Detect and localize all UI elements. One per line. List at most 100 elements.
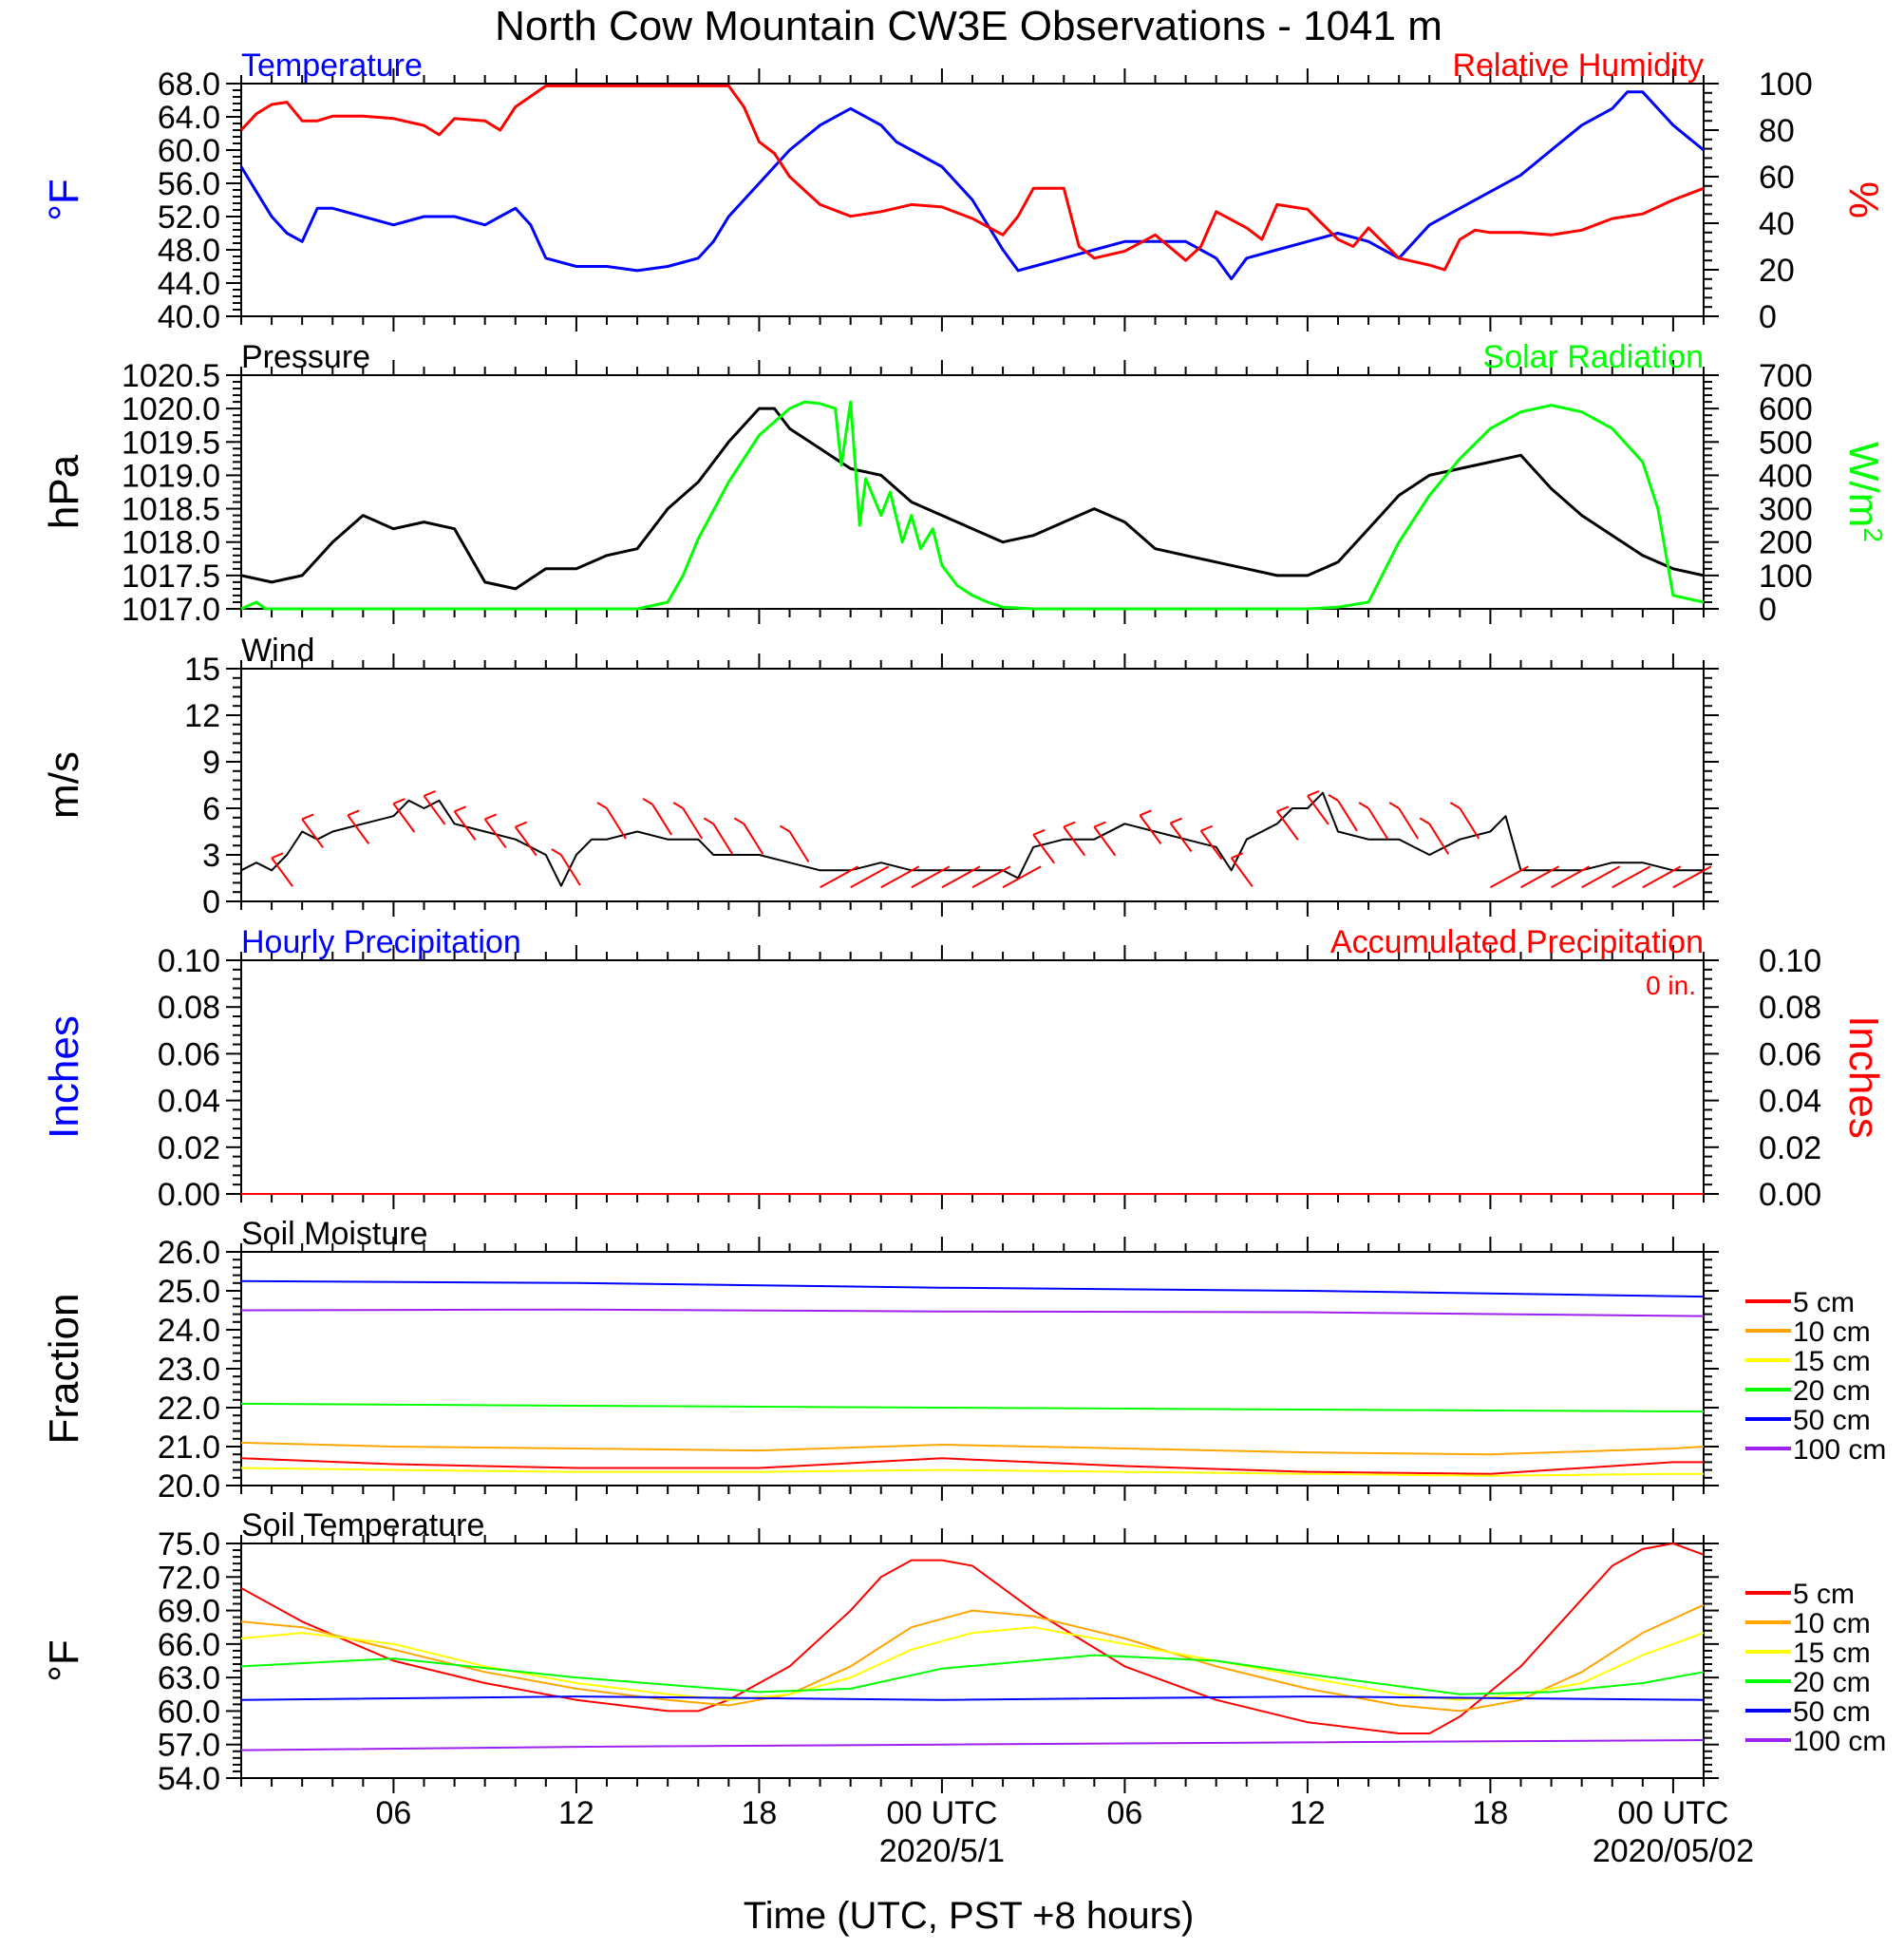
wind-barb-flag: [1328, 793, 1339, 802]
series-line-pressure: [240, 407, 1705, 591]
y-tick-label: 6: [202, 791, 220, 827]
wind-barb-flag: [703, 817, 714, 825]
wind-barb-flag: [301, 813, 314, 821]
y-tick-label: 57.0: [158, 1728, 220, 1764]
wind-barb-flag: [1276, 805, 1290, 813]
wind-barb: [1612, 865, 1651, 889]
legend-label: 100 cm: [1793, 1434, 1886, 1466]
panel-title-left: Soil Temperature: [241, 1507, 484, 1543]
series-line-solar-radiation: [240, 400, 1705, 611]
wind-barb: [1551, 865, 1591, 889]
y-tick-label: 48.0: [158, 233, 220, 269]
wind-barb-shaft: [1169, 822, 1193, 853]
wind-barb-shaft: [453, 810, 477, 841]
wind-barb-shaft: [1093, 826, 1117, 857]
wind-barb-flag: [454, 805, 466, 813]
wind-barb-flag: [1140, 809, 1152, 817]
wind-barb-flag: [1200, 824, 1214, 832]
y2-tick-label: 700: [1759, 358, 1813, 394]
wind-barb-shaft: [514, 826, 537, 857]
y-tick-label: 1018.5: [122, 492, 220, 528]
wind-barb-shaft: [1489, 865, 1529, 889]
y2-tick-label: 40: [1759, 206, 1795, 242]
y-tick-label: 40.0: [158, 299, 220, 335]
y-tick-label: 24.0: [158, 1313, 220, 1349]
wind-barb: [347, 809, 370, 844]
legend-label: 50 cm: [1793, 1696, 1871, 1728]
wind-barb: [911, 865, 951, 889]
wind-barb: [1419, 817, 1450, 855]
wind-barb: [880, 865, 920, 889]
wind-barb: [1139, 809, 1162, 844]
wind-barb: [423, 790, 446, 825]
wind-barb-shaft: [1428, 823, 1450, 855]
y-tick-label: 15: [184, 652, 220, 688]
wind-barb-flag: [1063, 821, 1076, 828]
wind-barb-flag: [515, 821, 528, 828]
series-line-100-cm: [240, 1308, 1705, 1317]
plot-frame: [240, 959, 1705, 1195]
y-tick-label: 3: [202, 838, 220, 874]
wind-barb-flag: [596, 802, 608, 809]
y-tick-label: 44.0: [158, 266, 220, 302]
wind-barb: [483, 813, 507, 849]
panel-title-right: Solar Radiation: [1483, 339, 1704, 375]
wind-barb-shaft: [1581, 865, 1621, 889]
y-tick-label: 26.0: [158, 1235, 220, 1271]
wind-barb-flag: [642, 798, 653, 805]
x-tick-label: 18: [742, 1795, 778, 1831]
wind-barb-flag: [1307, 790, 1320, 797]
y-axis-unit: hPa: [41, 454, 87, 529]
x-tick-label: 12: [1290, 1795, 1326, 1831]
y-tick-label: 56.0: [158, 166, 220, 202]
wind-barb-flag: [1358, 802, 1369, 809]
wind-barb: [971, 865, 1011, 889]
series-line-10-cm: [240, 1441, 1705, 1456]
series-line-100-cm: [240, 1739, 1705, 1751]
series-line-15-cm: [240, 1626, 1705, 1701]
panel-wind: 0 3 6 9 12 15 Wind m/s: [41, 633, 1719, 920]
y-tick-label: 66.0: [158, 1627, 220, 1663]
wind-barb: [1230, 852, 1254, 887]
y2-axis-unit: W/m2: [1840, 442, 1889, 542]
y-tick-label: 68.0: [158, 66, 220, 103]
wind-barb-shaft: [788, 830, 810, 863]
series-line-5-cm: [240, 1543, 1705, 1734]
wind-barb-shaft: [743, 823, 764, 855]
wind-barb-shaft: [347, 814, 370, 844]
x-tick-label: 12: [558, 1795, 594, 1831]
wind-barb-flag: [1231, 852, 1244, 860]
wind-barb-shaft: [941, 865, 981, 889]
y2-tick-label: 60: [1759, 160, 1795, 196]
y2-tick-label: 400: [1759, 458, 1813, 494]
chart-title: North Cow Mountain CW3E Observations - 1…: [495, 3, 1442, 49]
wind-barb-shaft: [712, 823, 734, 855]
wind-barb-shaft: [1276, 810, 1299, 841]
wind-barb-flag: [424, 790, 436, 797]
wind-barb: [514, 821, 537, 857]
wind-barb: [1358, 802, 1388, 840]
y-tick-label: 0.02: [158, 1130, 220, 1166]
wind-barb: [1520, 865, 1559, 889]
legend-label: 15 cm: [1793, 1638, 1871, 1669]
y-tick-label: 20.0: [158, 1468, 220, 1505]
panel-temp_rh: 40.044.048.052.056.060.064.068.0 0 20 40 60 8…: [41, 47, 1887, 335]
wind-barb: [1489, 865, 1529, 889]
wind-barb-shaft: [1230, 857, 1254, 887]
wind-barb-shaft: [971, 865, 1011, 889]
series-line-50-cm: [240, 1695, 1705, 1701]
wind-barb: [1169, 817, 1193, 853]
wind-barb-shaft: [560, 854, 581, 886]
y2-tick-label: 0: [1759, 299, 1777, 335]
y-tick-label: 1017.0: [122, 592, 220, 628]
wind-barb-flag: [1449, 802, 1461, 809]
wind-barb-shaft: [1642, 865, 1682, 889]
series-line-10-cm: [240, 1603, 1705, 1713]
wind-barb-flag: [1170, 817, 1182, 824]
wind-barb-flag: [672, 802, 684, 809]
y-tick-label: 22.0: [158, 1391, 220, 1427]
wind-barb-shaft: [392, 803, 416, 833]
wind-barb: [1032, 828, 1055, 864]
wind-barb-flag: [1032, 828, 1046, 836]
y2-tick-label: 80: [1759, 113, 1795, 149]
